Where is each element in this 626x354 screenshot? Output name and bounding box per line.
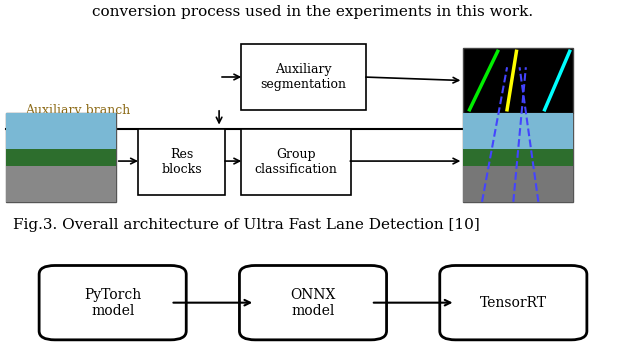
FancyBboxPatch shape [239, 266, 386, 340]
Text: Res
blocks: Res blocks [162, 148, 202, 176]
FancyBboxPatch shape [463, 149, 573, 166]
FancyBboxPatch shape [463, 162, 573, 202]
Text: Main branch: Main branch [25, 136, 106, 149]
FancyBboxPatch shape [241, 129, 351, 195]
Text: ONNX
model: ONNX model [290, 287, 336, 318]
FancyBboxPatch shape [6, 162, 116, 202]
FancyBboxPatch shape [463, 113, 573, 202]
Text: TensorRT: TensorRT [480, 296, 547, 310]
FancyBboxPatch shape [439, 266, 587, 340]
Text: PyTorch
model: PyTorch model [84, 287, 141, 318]
FancyBboxPatch shape [6, 113, 116, 202]
Text: Auxiliary branch: Auxiliary branch [25, 104, 130, 117]
FancyBboxPatch shape [6, 113, 116, 153]
FancyBboxPatch shape [463, 48, 573, 113]
FancyBboxPatch shape [463, 113, 573, 153]
Text: conversion process used in the experiments in this work.: conversion process used in the experimen… [93, 5, 533, 19]
Text: Auxiliary
segmentation: Auxiliary segmentation [260, 63, 347, 91]
FancyBboxPatch shape [6, 149, 116, 166]
FancyBboxPatch shape [138, 129, 225, 195]
Text: Fig.3. Overall architecture of Ultra Fast Lane Detection [10]: Fig.3. Overall architecture of Ultra Fas… [13, 218, 480, 232]
FancyBboxPatch shape [241, 44, 366, 110]
FancyBboxPatch shape [39, 266, 187, 340]
Text: Group
classification: Group classification [254, 148, 337, 176]
